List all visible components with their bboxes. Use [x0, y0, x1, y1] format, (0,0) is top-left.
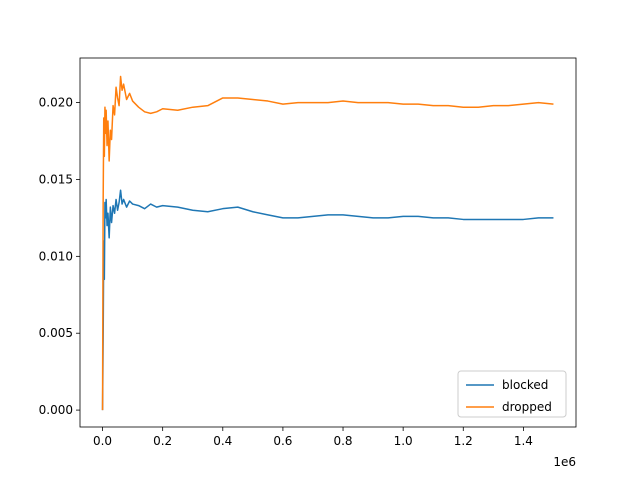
legend: blocked dropped [457, 370, 567, 418]
y-tick-label: 0.015 [39, 172, 73, 186]
legend-label-dropped: dropped [502, 400, 552, 414]
x-tick-label: 1.2 [454, 434, 473, 448]
x-tick-label: 1.4 [514, 434, 533, 448]
series-line-dropped [101, 75, 554, 411]
x-offset-label: 1e6 [553, 455, 576, 469]
x-tick-label: 0.4 [213, 434, 232, 448]
series-line-blocked [101, 189, 554, 411]
y-tick-label: 0.020 [39, 96, 73, 110]
x-tick-label: 0.6 [273, 434, 292, 448]
y-tick-label: 0.005 [39, 326, 73, 340]
y-tick-label: 0.000 [39, 403, 73, 417]
x-tick-label: 0.8 [333, 434, 352, 448]
legend-label-blocked: blocked [502, 378, 548, 392]
legend-box [457, 370, 567, 418]
x-tick-label: 0.2 [153, 434, 172, 448]
plot-frame [79, 57, 577, 428]
y-tick-label: 0.010 [39, 249, 73, 263]
series-layer [101, 75, 554, 411]
x-tick-label: 1.0 [394, 434, 413, 448]
x-axis: 0.0 0.2 0.4 0.6 0.8 1.0 1.2 1.4 [93, 427, 533, 448]
y-axis: 0.000 0.005 0.010 0.015 0.020 [39, 96, 80, 417]
x-tick-label: 0.0 [93, 434, 112, 448]
